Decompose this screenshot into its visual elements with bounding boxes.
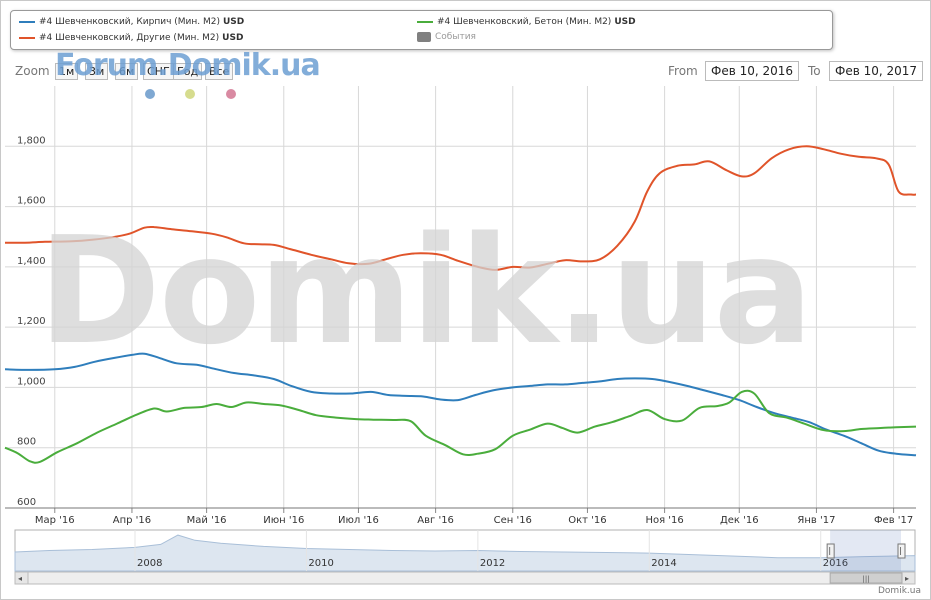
plot-background xyxy=(5,86,916,508)
legend-label-events: События xyxy=(435,32,476,42)
zoom-all-button[interactable]: Все xyxy=(205,63,234,80)
zoom-ytd-button[interactable]: СНГ xyxy=(143,63,174,80)
scroll-right-arrow-icon: ▸ xyxy=(905,574,909,583)
navigator-year-label: 2012 xyxy=(480,558,505,569)
navigator-year-label: 2010 xyxy=(308,558,333,569)
x-tick-label: Май '16 xyxy=(187,515,227,526)
navigator-year-label: 2008 xyxy=(137,558,162,569)
x-tick-label: Окт '16 xyxy=(568,515,606,526)
event-marker xyxy=(145,89,155,99)
zoom-3m-button[interactable]: 3м xyxy=(85,63,109,80)
from-date-input[interactable]: Фев 10, 2016 xyxy=(705,61,800,81)
legend-swatch-events xyxy=(417,32,431,42)
legend-swatch-brick xyxy=(19,21,35,23)
navigator-handle-left xyxy=(826,543,835,559)
legend-swatch-other xyxy=(19,37,35,39)
zoom-1m-button[interactable]: 1м xyxy=(55,63,79,80)
gridlines xyxy=(5,86,916,509)
watermark-big: Domik.ua xyxy=(38,205,813,377)
x-tick-label: Сен '16 xyxy=(494,515,532,526)
event-markers xyxy=(145,89,236,99)
zoom-6m-button[interactable]: 6м xyxy=(115,63,139,80)
x-tick-label: Фев '17 xyxy=(874,515,913,526)
x-tick-label: Апр '16 xyxy=(113,515,151,526)
from-label: From xyxy=(668,64,698,78)
y-tick-label: 1,200 xyxy=(17,316,46,327)
y-tick-label: 1,000 xyxy=(17,376,46,387)
legend-unit-concrete: USD xyxy=(614,17,636,27)
legend-unit-other: USD xyxy=(222,33,244,43)
navigator-year-label: 2016 xyxy=(823,558,848,569)
watermark-forum: Forum.Domik.ua xyxy=(55,48,321,83)
x-tick-label: Июн '16 xyxy=(263,515,304,526)
y-tick-label: 600 xyxy=(17,497,36,508)
brand-credit: Domik.ua xyxy=(878,586,921,596)
navigator-year-label: 2014 xyxy=(651,558,676,569)
x-tick-label: Авг '16 xyxy=(417,515,454,526)
scrollbar-left-button xyxy=(14,571,29,585)
legend-item-brick[interactable]: #4 Шевченковский, Кирпич (Мин. М2) USD xyxy=(19,17,244,27)
y-tick-label: 1,400 xyxy=(17,256,46,267)
to-date-input[interactable]: Фев 10, 2017 xyxy=(829,61,924,81)
event-marker xyxy=(185,89,195,99)
series-line-concrete xyxy=(4,389,917,464)
to-label: To xyxy=(808,64,821,78)
legend-label-concrete: #4 Шевченковский, Бетон (Мин. М2) xyxy=(437,17,612,27)
legend: #4 Шевченковский, Кирпич (Мин. М2) USD #… xyxy=(10,10,833,50)
x-axis: Мар '16 Апр '16 Май '16 Июн '16 Июл '16 Авг '… xyxy=(5,507,916,526)
x-tick-label: Ноя '16 xyxy=(645,515,683,526)
scrollbar-track xyxy=(14,571,916,585)
legend-item-concrete[interactable]: #4 Шевченковский, Бетон (Мин. М2) USD xyxy=(417,17,636,27)
navigator-area xyxy=(14,534,916,572)
y-axis: 600 800 1,000 1,200 1,400 1,600 1,800 xyxy=(17,135,46,508)
scrollbar-grip-icon: ||| xyxy=(863,575,870,583)
x-tick-label: Июл '16 xyxy=(338,515,379,526)
x-tick-label: Дек '16 xyxy=(720,515,759,526)
scrollbar-thumb xyxy=(829,572,903,584)
navigator[interactable]: 2008 2010 2012 2014 2016 ◂ ▸ ||| xyxy=(14,529,916,585)
y-tick-label: 800 xyxy=(17,437,36,448)
x-tick-label: Янв '17 xyxy=(797,515,835,526)
y-tick-label: 1,600 xyxy=(17,196,46,207)
zoom-1y-button[interactable]: Год xyxy=(173,63,203,80)
y-tick-label: 1,800 xyxy=(17,135,46,146)
zoom-label: Zoom xyxy=(15,64,50,78)
series-line-brick xyxy=(4,352,917,457)
legend-swatch-concrete xyxy=(417,21,433,23)
legend-label-brick: #4 Шевченковский, Кирпич (Мин. М2) xyxy=(39,17,220,27)
event-marker xyxy=(226,89,236,99)
navigator-handle-right xyxy=(897,543,906,559)
navigator-selection xyxy=(830,530,901,571)
scroll-left-arrow-icon: ◂ xyxy=(18,574,22,583)
legend-unit-brick: USD xyxy=(222,17,245,27)
legend-label-other: #4 Шевченковский, Другие (Мин. М2) xyxy=(39,33,220,43)
legend-item-other[interactable]: #4 Шевченковский, Другие (Мин. М2) USD xyxy=(19,33,243,43)
legend-item-events[interactable]: События xyxy=(417,32,476,42)
series-group xyxy=(4,145,917,464)
series-line-other xyxy=(4,145,917,271)
x-tick-label: Мар '16 xyxy=(35,515,75,526)
